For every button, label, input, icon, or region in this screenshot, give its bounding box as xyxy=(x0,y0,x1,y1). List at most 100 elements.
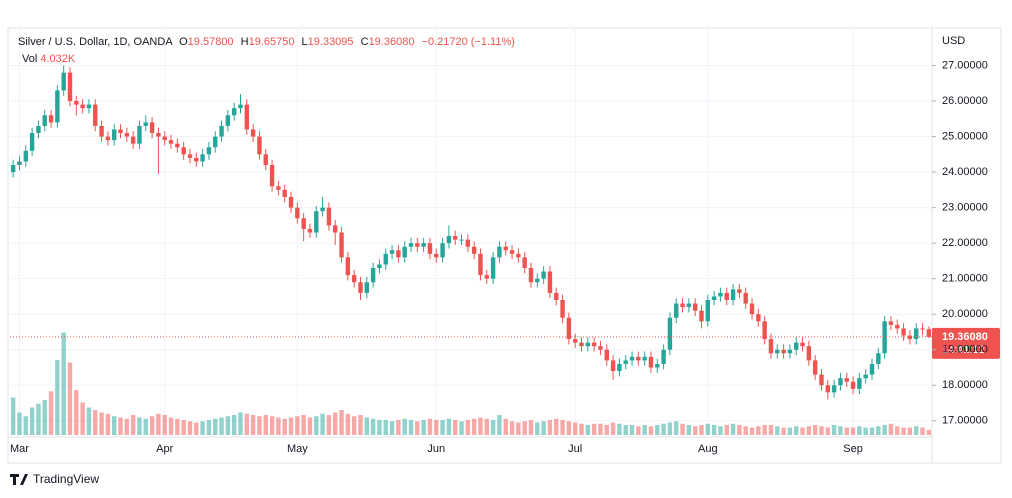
volume-bar xyxy=(29,407,35,435)
volume-bar xyxy=(225,416,231,435)
volume-bar xyxy=(345,413,351,435)
volume-bar xyxy=(187,421,193,435)
candle-body xyxy=(661,349,666,364)
volume-bar xyxy=(389,421,395,435)
volume-bar xyxy=(231,415,237,435)
volume-bar xyxy=(459,421,464,435)
volume-bar xyxy=(566,421,572,435)
volume-bar xyxy=(680,423,685,435)
volume-bar xyxy=(93,410,98,435)
volume-bar xyxy=(642,425,647,435)
volume-bar xyxy=(844,427,849,435)
candle-body xyxy=(402,246,407,258)
volume-bar xyxy=(402,418,407,435)
volume-bar xyxy=(888,423,894,435)
volume-bar xyxy=(326,415,332,435)
y-tick-label: 24.00000 xyxy=(942,166,988,178)
volume-bar xyxy=(907,427,913,435)
volume-pane xyxy=(10,332,932,435)
volume-bar xyxy=(914,426,919,435)
candle-body xyxy=(276,186,281,190)
candle-body xyxy=(648,356,654,368)
candle-body xyxy=(86,104,92,109)
candle-body xyxy=(692,303,698,311)
volume-bar xyxy=(269,416,275,435)
y-tick-label: 25.00000 xyxy=(942,130,988,142)
volume-bar xyxy=(895,426,900,435)
candle-body xyxy=(459,239,464,241)
candle-body xyxy=(105,136,111,141)
volume-bar xyxy=(730,423,736,435)
candle-body xyxy=(812,360,818,375)
volume-bar xyxy=(528,420,534,435)
candle-body xyxy=(509,250,515,254)
candle-body xyxy=(421,243,426,247)
open-label: O xyxy=(179,36,188,48)
candle-body xyxy=(80,104,85,109)
candle-body xyxy=(724,292,729,300)
volume-bar xyxy=(250,415,256,435)
volume-bar xyxy=(711,425,717,435)
volume-bar xyxy=(838,426,843,435)
candle-body xyxy=(149,122,155,134)
candle-body xyxy=(674,303,679,318)
volume-bar xyxy=(370,418,376,435)
logo-icon xyxy=(10,474,28,485)
candle-body xyxy=(598,346,603,350)
candle-body xyxy=(74,101,79,105)
volume-bar xyxy=(850,427,856,435)
candle-body xyxy=(642,356,647,361)
volume-bar xyxy=(238,412,243,435)
candle-body xyxy=(36,125,41,134)
candle-body xyxy=(168,140,174,144)
volume-bar xyxy=(876,426,881,435)
candle-body xyxy=(743,292,748,304)
candle-body xyxy=(175,143,180,148)
candle-body xyxy=(901,328,906,336)
volume-value: 4.032K xyxy=(40,53,76,65)
volume-bar xyxy=(787,427,793,435)
volume-bar xyxy=(440,420,445,435)
candle-body xyxy=(636,356,641,361)
candle-body xyxy=(572,339,578,343)
volume-bar xyxy=(762,425,767,435)
candle-body xyxy=(244,104,250,130)
candle-body xyxy=(339,232,344,258)
candle-body xyxy=(484,275,489,279)
candle-body xyxy=(497,246,502,258)
candle-body xyxy=(503,246,508,251)
candle-body xyxy=(471,246,477,254)
volume-bar xyxy=(80,402,85,435)
volume-label: Vol xyxy=(22,53,37,65)
close-label: C xyxy=(361,36,369,48)
candle-body xyxy=(225,115,231,126)
volume-bar xyxy=(794,426,799,435)
candle-body xyxy=(831,385,837,393)
candle-body xyxy=(181,147,186,155)
candle-body xyxy=(238,104,243,109)
candle-body xyxy=(711,296,717,300)
y-tick-label: 23.00000 xyxy=(942,202,988,214)
brand-name: TradingView xyxy=(33,472,99,486)
volume-bar xyxy=(503,418,508,435)
volume-bar xyxy=(737,425,742,435)
volume-bar xyxy=(124,418,130,435)
candle-body xyxy=(408,243,414,247)
volume-bar xyxy=(686,425,692,435)
volume-bar xyxy=(724,425,729,435)
volume-bar xyxy=(768,425,774,435)
volume-bar xyxy=(162,415,167,435)
candle-body xyxy=(187,154,193,158)
candle-body xyxy=(48,115,54,123)
volume-bar xyxy=(244,413,250,435)
volume-bar xyxy=(149,416,155,435)
volume-bar xyxy=(610,422,616,435)
volume-bar xyxy=(288,417,294,435)
volume-bar xyxy=(42,400,47,435)
candle-body xyxy=(446,236,452,244)
candle-body xyxy=(882,321,887,354)
volume-bar xyxy=(705,423,711,435)
y-tick-label: 19.00000 xyxy=(942,344,988,356)
